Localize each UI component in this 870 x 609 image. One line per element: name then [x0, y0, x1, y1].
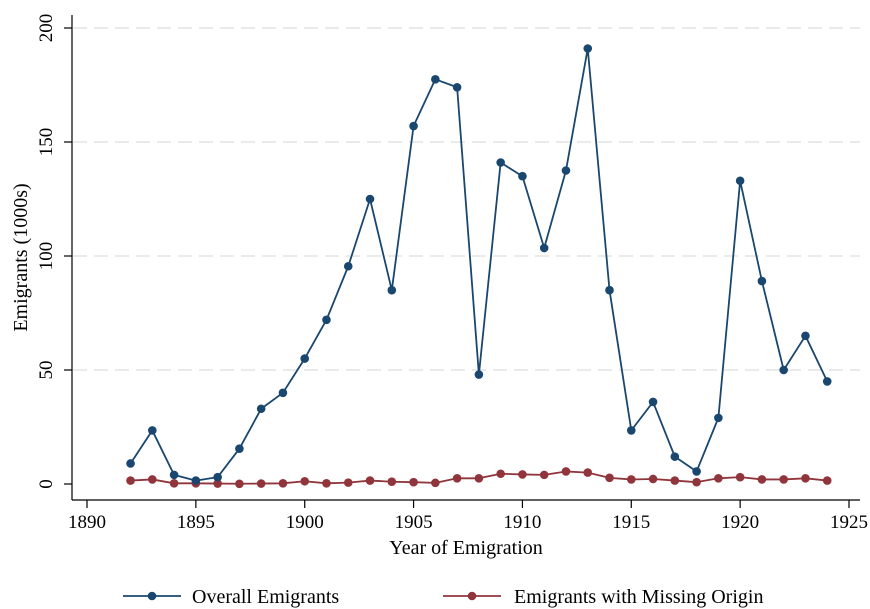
data-point	[148, 475, 157, 484]
data-point	[583, 44, 593, 53]
data-point	[256, 404, 266, 414]
data-point	[518, 470, 527, 479]
x-tick-label: 1900	[286, 512, 324, 533]
data-point	[452, 474, 462, 483]
series	[126, 44, 832, 489]
legend-marker	[467, 591, 477, 601]
y-axis-title: Emigrants (1000s)	[10, 183, 32, 331]
data-point	[822, 476, 832, 485]
data-point	[409, 121, 418, 131]
data-point	[583, 468, 593, 477]
data-point	[626, 475, 636, 484]
data-point	[343, 478, 353, 487]
data-point	[779, 475, 788, 484]
y-tick-label: 100	[36, 242, 57, 271]
data-point	[474, 474, 484, 483]
series-line	[129, 47, 829, 482]
data-point	[278, 479, 288, 488]
legend-item: Overall Emigrants	[123, 586, 339, 608]
data-point	[496, 158, 505, 167]
data-point	[343, 261, 353, 271]
data-point	[561, 467, 571, 476]
y-tick-label: 200	[36, 14, 57, 43]
data-point	[518, 171, 527, 181]
axes	[71, 15, 860, 501]
data-point	[387, 285, 397, 295]
data-point	[235, 444, 244, 453]
data-point	[561, 166, 571, 175]
y-tick-label: 150	[36, 128, 57, 157]
data-point	[539, 243, 549, 253]
data-point	[300, 354, 310, 363]
data-point	[365, 476, 375, 485]
data-point	[126, 459, 135, 468]
data-point	[148, 426, 157, 435]
x-tick-label: 1895	[177, 512, 215, 533]
data-point	[757, 475, 767, 484]
data-point	[322, 479, 331, 488]
data-point	[648, 474, 658, 484]
data-point	[322, 315, 331, 325]
legend-label: Overall Emigrants	[192, 586, 339, 608]
data-point	[496, 469, 505, 479]
data-point	[714, 413, 723, 423]
data-point	[235, 479, 244, 489]
data-point	[626, 426, 636, 435]
series-group	[126, 467, 832, 489]
data-point	[213, 472, 222, 482]
data-point	[387, 477, 397, 487]
data-point	[801, 331, 810, 341]
grid-lines	[73, 27, 860, 371]
legend-item: Emigrants with Missing Origin	[443, 586, 763, 608]
data-point	[757, 276, 767, 286]
data-point	[191, 476, 201, 485]
data-point	[431, 75, 440, 84]
data-point	[300, 476, 310, 486]
data-point	[452, 82, 462, 92]
data-point	[605, 285, 614, 295]
x-tick-label: 1920	[721, 512, 759, 533]
legend-marker	[147, 591, 157, 601]
data-point	[714, 474, 723, 483]
data-point	[648, 397, 658, 407]
data-point	[822, 377, 832, 386]
x-axis-title: Year of Emigration	[389, 537, 543, 559]
data-point	[539, 470, 549, 480]
x-tick-label: 1890	[68, 512, 106, 533]
data-point	[779, 365, 788, 375]
x-tick-label: 1925	[830, 512, 868, 533]
x-ticks: 1890 1895 1900 1905 1910 1915 1920 1925	[68, 500, 868, 533]
data-point	[169, 479, 179, 488]
data-point	[692, 477, 701, 487]
y-tick-label: 50	[36, 361, 57, 380]
y-tick-label: 0	[36, 479, 57, 489]
data-point	[735, 472, 745, 482]
data-point	[431, 478, 440, 488]
data-point	[670, 452, 680, 461]
data-point	[670, 476, 680, 485]
y-ticks: 0 50 100 150 200	[36, 14, 72, 489]
data-point	[126, 476, 135, 485]
legend-label: Emigrants with Missing Origin	[514, 586, 763, 608]
data-point	[409, 477, 418, 487]
legend: Overall Emigrants Emigrants with Missing …	[123, 586, 763, 608]
data-point	[692, 467, 701, 476]
data-point	[801, 474, 810, 483]
data-point	[169, 470, 179, 480]
data-point	[735, 176, 745, 186]
x-tick-label: 1905	[395, 512, 433, 533]
data-point	[213, 479, 222, 488]
data-point	[474, 370, 484, 379]
data-point	[278, 388, 288, 398]
x-tick-label: 1915	[612, 512, 650, 533]
data-point	[365, 194, 375, 204]
data-point	[605, 473, 614, 483]
series-group	[126, 44, 832, 485]
x-tick-label: 1910	[503, 512, 541, 533]
data-point	[256, 479, 266, 488]
